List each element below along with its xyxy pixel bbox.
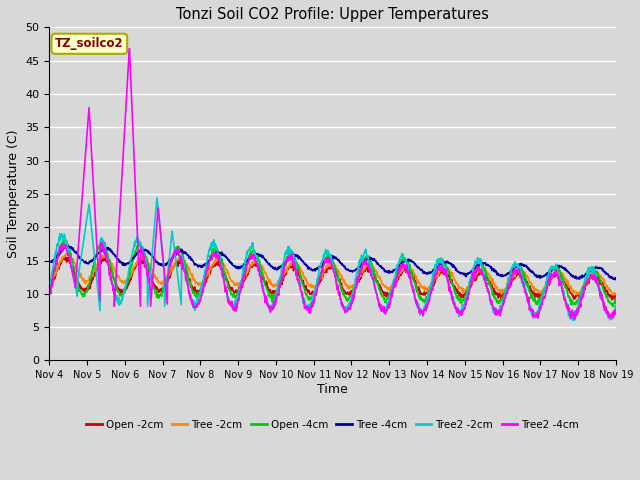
Y-axis label: Soil Temperature (C): Soil Temperature (C): [7, 130, 20, 258]
Text: TZ_soilco2: TZ_soilco2: [55, 37, 124, 50]
Legend: Open -2cm, Tree -2cm, Open -4cm, Tree -4cm, Tree2 -2cm, Tree2 -4cm: Open -2cm, Tree -2cm, Open -4cm, Tree -4…: [82, 416, 583, 434]
X-axis label: Time: Time: [317, 383, 348, 396]
Title: Tonzi Soil CO2 Profile: Upper Temperatures: Tonzi Soil CO2 Profile: Upper Temperatur…: [176, 7, 489, 22]
